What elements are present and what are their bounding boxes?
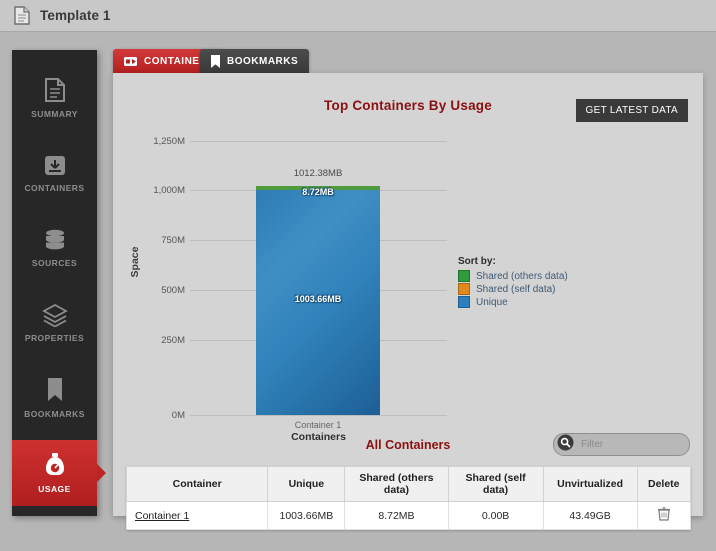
database-icon [43,228,67,252]
sidebar-item-sources[interactable]: SOURCES [12,215,97,281]
gridline [190,141,447,142]
chart-legend: Sort by: Shared (others data) Shared (se… [458,256,568,309]
bar-segment-shared-others[interactable] [256,186,380,190]
sidebar-item-label: SUMMARY [31,109,78,119]
gridline [190,415,447,416]
cell-unvirtualized: 43.49GB [542,501,638,530]
sidebar-item-label: USAGE [38,484,71,494]
sidebar: SUMMARY CONTAINERS [12,50,106,516]
table-row: Container 1 1003.66MB 8.72MB 0.00B 43.49… [125,501,691,530]
bar-segment-unique[interactable] [256,186,380,415]
legend-label: Unique [476,296,508,308]
bookmark-icon [211,54,220,68]
search-icon [557,434,574,456]
sidebar-item-label: SOURCES [31,258,78,268]
y-tick-label: 750M [161,235,185,246]
usage-gauge-icon [43,452,67,478]
legend-sort-by-label: Sort by: [458,256,496,267]
bookmark-icon [46,377,64,403]
sidebar-item-containers[interactable]: CONTAINERS [12,140,97,206]
column-header-shared-self[interactable]: Shared (self data) [447,466,544,502]
legend-swatch-icon [458,283,470,295]
filter-input[interactable]: Filter [553,433,690,456]
filter-placeholder: Filter [581,439,604,450]
title-bar: Template 1 [0,0,716,32]
bar-total-label: 1012.38MB [293,168,343,179]
containers-table: Container Unique Shared (others data) Sh… [125,466,691,530]
container-link[interactable]: Container 1 [135,509,190,522]
cell-shared-others: 8.72MB [344,501,449,530]
chart-title: Top Containers By Usage [324,98,492,113]
archive-box-icon [43,153,67,177]
sidebar-item-label: PROPERTIES [24,333,85,343]
trash-icon[interactable] [657,507,670,524]
sidebar-item-label: CONTAINERS [24,183,85,193]
sidebar-item-properties[interactable]: PROPERTIES [12,290,97,356]
chart-x-axis-label: Containers [291,431,346,443]
column-header-delete: Delete [636,466,691,502]
tab-bookmarks[interactable]: BOOKMARKS [200,49,310,73]
y-tick-label: 1,000M [153,185,185,196]
content-panel: GET LATEST DATA Top Containers By Usage … [113,73,703,530]
layers-icon [41,303,68,327]
sidebar-item-bookmarks[interactable]: BOOKMARKS [12,365,97,431]
column-header-container[interactable]: Container [125,466,269,502]
column-header-unique[interactable]: Unique [267,466,346,502]
sidebar-item-summary[interactable]: SUMMARY [12,65,97,131]
document-icon [14,6,30,25]
tab-label: CONTAINERS [144,55,215,67]
usage-bar-chart: Space 1,250M 1,000M 750M 500M 250M 0M 10… [113,128,703,443]
column-header-shared-others[interactable]: Shared (others data) [344,466,449,502]
table-section-title: All Containers [365,438,451,452]
legend-item-shared-others[interactable]: Shared (others data) [458,270,568,282]
y-tick-label: 500M [161,285,185,296]
x-tick-label: Container 1 [294,420,342,430]
legend-swatch-icon [458,296,470,308]
legend-swatch-icon [458,270,470,282]
cell-container-name: Container 1 [125,501,269,530]
legend-item-shared-self[interactable]: Shared (self data) [458,283,568,295]
bar-label-shared-others: 8.72MB [302,187,334,197]
document-icon [44,77,66,103]
cell-shared-self: 0.00B [447,501,544,530]
legend-label: Shared (others data) [476,270,568,282]
container-icon [124,56,137,67]
get-latest-data-button[interactable]: GET LATEST DATA [575,99,688,122]
legend-label: Shared (self data) [476,283,556,295]
cell-delete [636,501,691,530]
sidebar-item-label: BOOKMARKS [24,409,85,419]
sidebar-item-usage[interactable]: USAGE [12,440,106,506]
y-tick-label: 250M [161,335,185,346]
column-header-unvirtualized[interactable]: Unvirtualized [542,466,638,502]
page-title: Template 1 [40,8,111,23]
y-tick-label: 0M [171,410,185,421]
table-header-row: Container Unique Shared (others data) Sh… [125,466,691,502]
y-tick-label: 1,250M [153,136,185,147]
cell-unique: 1003.66MB [267,501,346,530]
bar-label-unique: 1003.66MB [294,294,342,304]
tab-label: BOOKMARKS [227,55,299,67]
legend-item-unique[interactable]: Unique [458,296,568,308]
